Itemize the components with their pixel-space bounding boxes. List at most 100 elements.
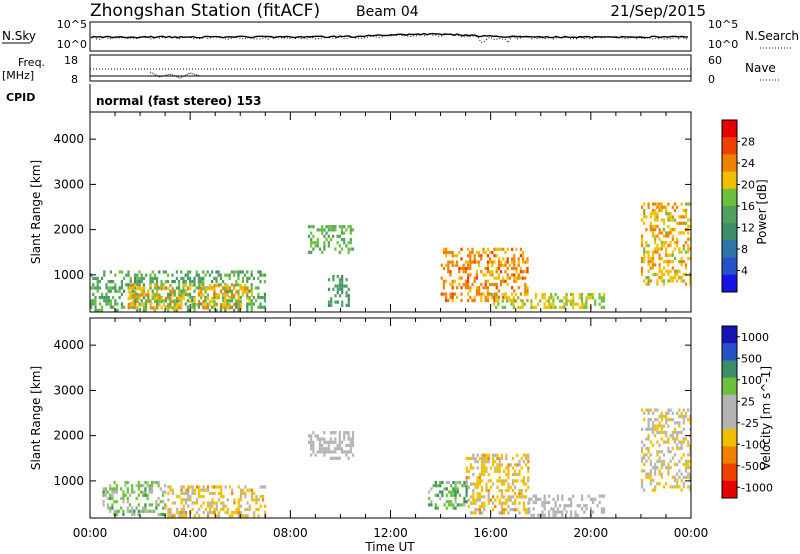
echo-cell xyxy=(334,437,337,441)
echo-cell xyxy=(452,487,455,491)
echo-cell xyxy=(671,276,674,280)
echo-cell xyxy=(689,446,692,451)
echo-cell xyxy=(569,293,573,297)
echo-cell xyxy=(259,280,262,284)
echo-cell xyxy=(471,247,474,251)
nave-tick-top: 60 xyxy=(708,54,722,67)
echo-cell xyxy=(647,437,650,441)
echo-cell xyxy=(487,498,490,502)
echo-cell xyxy=(127,273,130,277)
echo-cell xyxy=(676,430,679,435)
echo-cell xyxy=(189,276,192,280)
echo-cell xyxy=(452,490,455,494)
echo-cell xyxy=(658,202,661,206)
echo-cell xyxy=(520,492,523,496)
echo-cell xyxy=(132,299,135,304)
echo-cell xyxy=(169,485,172,489)
echo-cell xyxy=(445,295,448,299)
echo-cell xyxy=(498,498,501,502)
echo-cell xyxy=(156,302,159,306)
echo-cell xyxy=(171,273,174,277)
echo-cell xyxy=(665,234,668,238)
echo-cell xyxy=(323,453,326,457)
echo-cell xyxy=(678,260,681,264)
echo-cell xyxy=(226,507,229,511)
echo-cell xyxy=(514,501,517,505)
echo-cell xyxy=(656,466,659,470)
echo-cell xyxy=(507,476,510,480)
echo-cell xyxy=(484,273,487,277)
echo-cell xyxy=(603,494,606,498)
echo-cell xyxy=(660,279,663,283)
echo-cell xyxy=(649,266,652,270)
echo-cell xyxy=(116,289,119,293)
echo-cell xyxy=(667,269,670,273)
echo-cell xyxy=(253,491,256,495)
echo-cell xyxy=(687,459,690,463)
echo-cell xyxy=(345,443,348,448)
echo-cell xyxy=(213,501,216,505)
echo-cell xyxy=(651,424,655,428)
echo-cell xyxy=(351,440,355,444)
echo-cell xyxy=(198,507,201,511)
echo-cell xyxy=(136,283,139,287)
echo-cell xyxy=(580,299,584,303)
echo-cell xyxy=(244,290,247,294)
echo-cell xyxy=(678,430,681,435)
echo-cell xyxy=(660,205,663,209)
echo-cell xyxy=(347,303,350,307)
echo-cell xyxy=(656,272,659,277)
echo-cell xyxy=(347,450,350,454)
echo-cell xyxy=(191,296,194,300)
echo-cell xyxy=(460,286,463,290)
echo-cell xyxy=(463,480,466,485)
echo-cell xyxy=(600,299,603,303)
echo-cell xyxy=(334,294,337,298)
echo-cell xyxy=(640,459,644,463)
echo-cell xyxy=(654,408,657,412)
echo-cell xyxy=(253,498,256,502)
echo-cell xyxy=(323,241,326,245)
echo-cell xyxy=(514,463,517,467)
echo-cell xyxy=(563,305,566,309)
echo-cell xyxy=(257,514,260,518)
echo-cell xyxy=(323,234,326,238)
echo-cell xyxy=(134,273,137,277)
echo-cell xyxy=(449,260,452,264)
echo-cell xyxy=(658,424,661,428)
echo-cell xyxy=(456,286,459,290)
echo-cell xyxy=(171,488,174,492)
echo-cell xyxy=(658,256,661,261)
echo-cell xyxy=(239,296,242,300)
echo-cell xyxy=(134,293,137,297)
echo-cell xyxy=(673,475,677,479)
echo-cell xyxy=(667,234,670,238)
echo-cell xyxy=(144,509,147,513)
echo-cell xyxy=(231,514,234,518)
echo-cell xyxy=(128,509,132,513)
echo-cell xyxy=(490,293,493,297)
echo-cell xyxy=(226,293,229,297)
echo-cell xyxy=(443,503,446,507)
echo-cell xyxy=(215,507,218,511)
echo-cell xyxy=(500,492,503,496)
echo-cell xyxy=(160,306,163,310)
echo-cell xyxy=(515,247,518,251)
echo-cell xyxy=(481,466,484,470)
echo-cell xyxy=(235,511,238,515)
echo-cell xyxy=(182,293,185,297)
echo-cell xyxy=(222,299,225,303)
echo-cell xyxy=(687,440,690,444)
echo-cell xyxy=(222,287,225,291)
echo-cell xyxy=(147,290,150,294)
echo-cell xyxy=(211,491,214,495)
echo-cell xyxy=(643,215,646,219)
echo-cell xyxy=(239,514,243,518)
echo-cell xyxy=(505,453,508,457)
echo-cell xyxy=(469,273,472,277)
echo-cell xyxy=(107,286,110,290)
echo-cell xyxy=(522,479,525,483)
echo-cell xyxy=(204,296,207,300)
echo-cell xyxy=(259,270,262,274)
echo-cell xyxy=(116,302,119,306)
